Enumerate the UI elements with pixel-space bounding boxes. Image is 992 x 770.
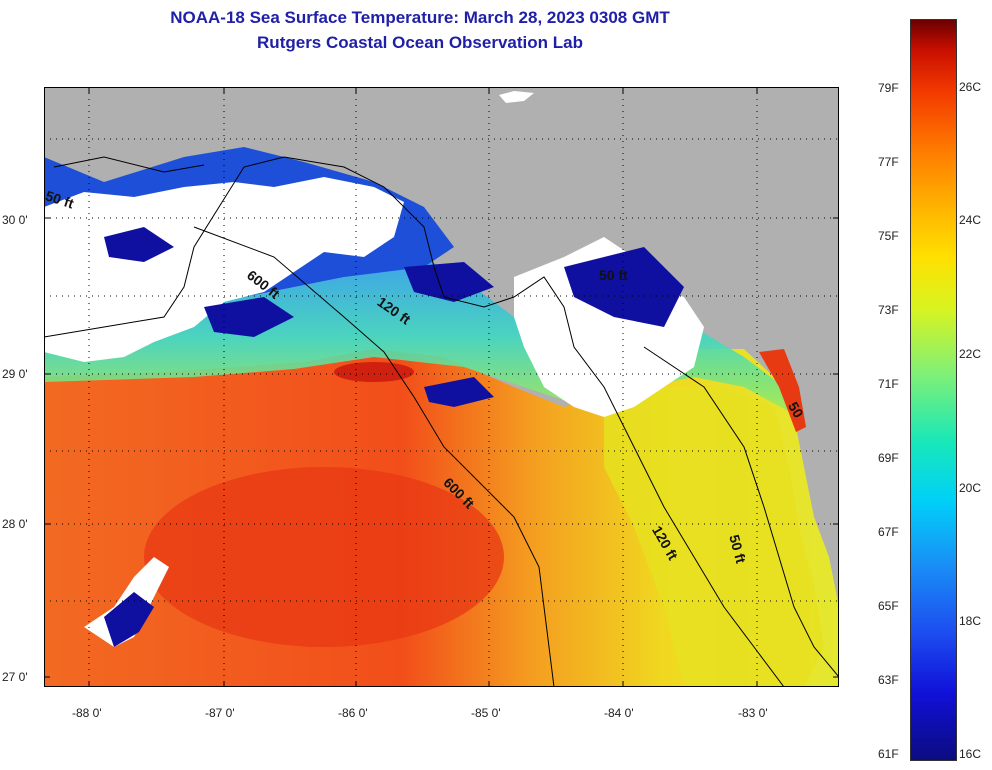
cloud-mass-east: [514, 237, 704, 417]
colorbar-f-65: 65F: [878, 599, 899, 613]
colorbar-f-71: 71F: [878, 377, 899, 391]
sst-map-image: [44, 87, 839, 687]
lat-label-27: 27 0': [2, 670, 28, 684]
map-title: NOAA-18 Sea Surface Temperature: March 2…: [170, 8, 670, 27]
contour-50ft: [643, 346, 839, 678]
colorbar-f-79: 79F: [878, 81, 899, 95]
shelf-water: [604, 387, 824, 687]
contour-600ft: [193, 226, 555, 687]
map-subtitle: Rutgers Coastal Ocean Observation Lab: [257, 33, 583, 52]
colorbar-c-22: 22C: [959, 347, 982, 361]
colorbar-f-67: 67F: [878, 525, 899, 539]
map-ticks: [44, 87, 839, 687]
contour-120ft: [44, 156, 785, 687]
cloud-mass-west: [44, 177, 404, 362]
coastal-warm-strip: [759, 349, 806, 432]
contour-label-50ft-north: 50 ft: [599, 267, 628, 283]
colorbar-c-24: 24C: [959, 213, 982, 227]
temperature-colorbar: [910, 19, 957, 761]
lat-label-30: 30 0': [2, 213, 28, 227]
colorbar-f-73: 73F: [878, 303, 899, 317]
sst-map: 50 ft 600 ft 120 ft 50 ft 600 ft 120 ft …: [44, 87, 839, 687]
colorbar-c-26: 26C: [959, 80, 982, 94]
lon-label-88: -88 0': [72, 706, 102, 720]
colorbar-f-77: 77F: [878, 155, 899, 169]
lat-label-28: 28 0': [2, 517, 28, 531]
map-border: [44, 87, 839, 687]
lon-label-87: -87 0': [205, 706, 235, 720]
cloud-north: [499, 91, 534, 103]
colorbar-c-18: 18C: [959, 614, 982, 628]
warm-core: [144, 467, 504, 647]
colorbar-f-69: 69F: [878, 451, 899, 465]
bathymetry-contours: [44, 156, 839, 687]
colorbar-c-20: 20C: [959, 481, 982, 495]
lon-label-85: -85 0': [471, 706, 501, 720]
colorbar-c-16: 16C: [959, 747, 982, 761]
cloud-fringe: [104, 227, 684, 647]
colorbar-f-75: 75F: [878, 229, 899, 243]
contour-50ft-north: [53, 156, 205, 173]
graticule: [44, 87, 839, 687]
lon-label-86: -86 0': [338, 706, 368, 720]
lon-label-83: -83 0': [738, 706, 768, 720]
lon-label-84: -84 0': [604, 706, 634, 720]
lat-label-29: 29 0': [2, 367, 28, 381]
colorbar-f-63: 63F: [878, 673, 899, 687]
colorbar-f-61: 61F: [878, 747, 899, 761]
